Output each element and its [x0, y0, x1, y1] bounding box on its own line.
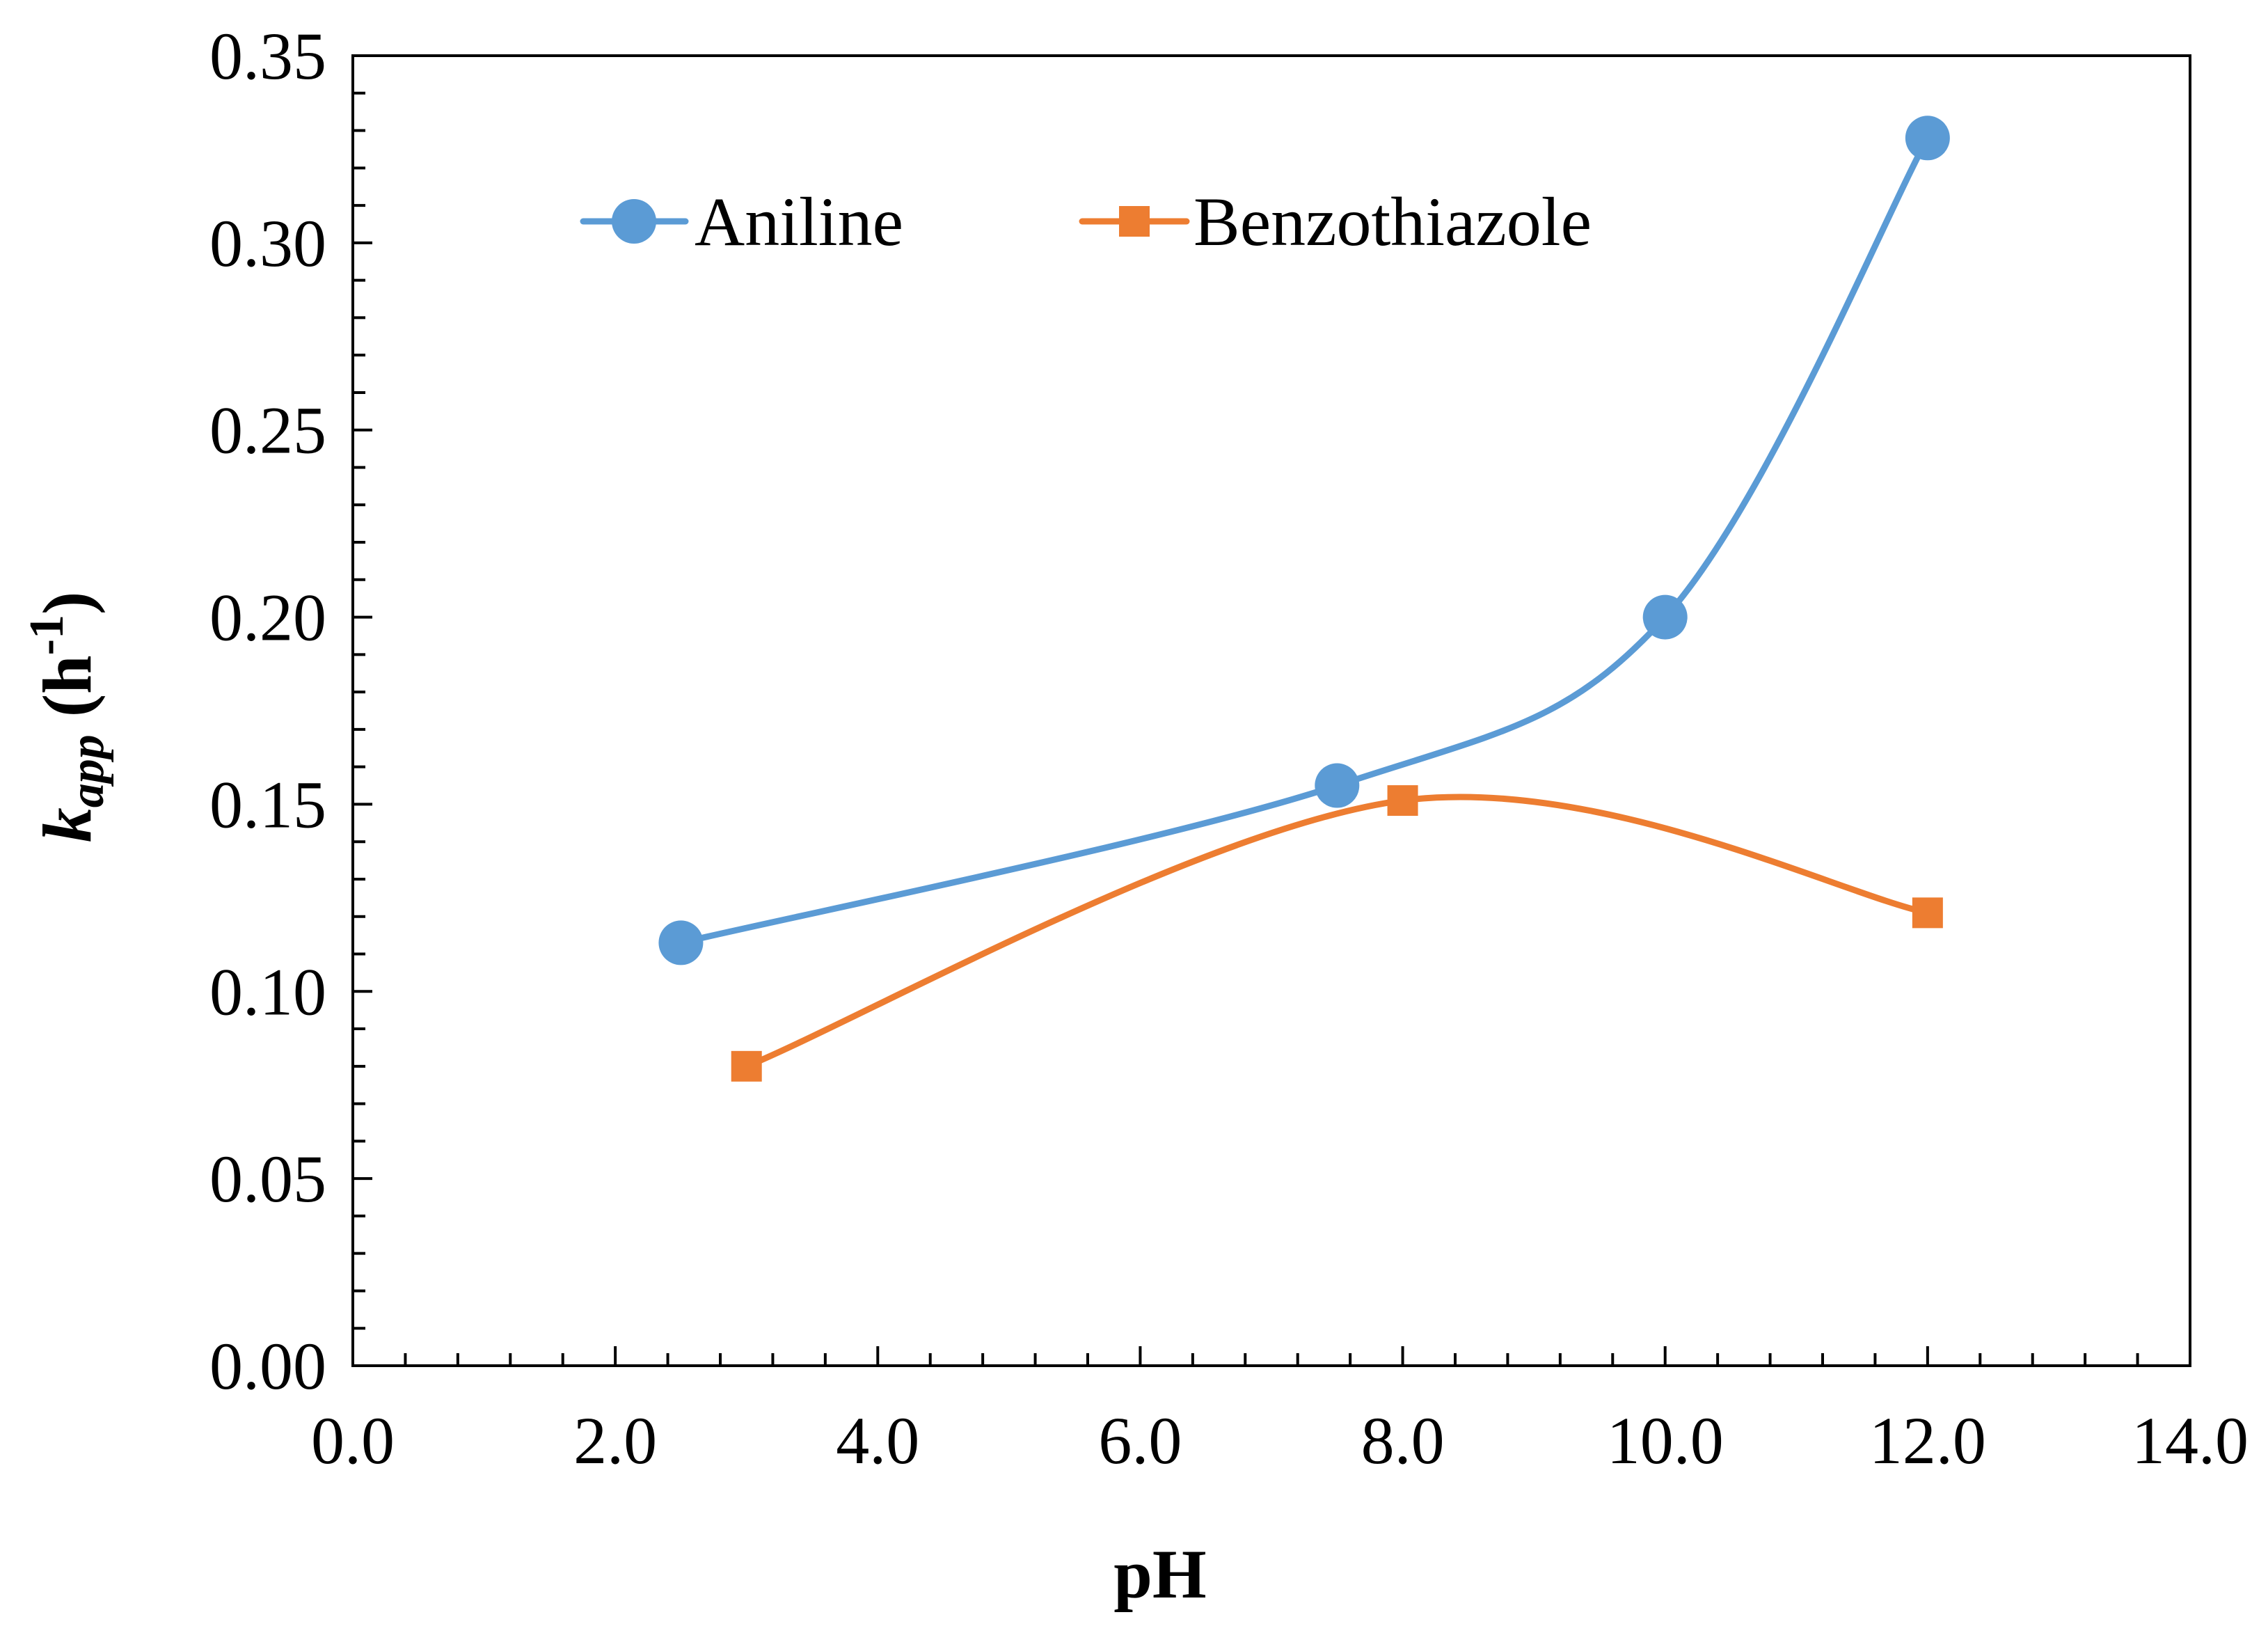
data-point-aniline: [1315, 763, 1360, 808]
y-tick-label: 0.25: [209, 393, 326, 468]
y-tick-label: 0.30: [209, 206, 326, 281]
y-tick-label: 0.20: [209, 581, 326, 655]
y-tick-label: 0.35: [209, 19, 326, 93]
series-line-benzothiazole: [743, 794, 1931, 1070]
data-point-aniline: [658, 920, 704, 965]
y-tick-label: 0.15: [209, 767, 326, 842]
legend-label-aniline: Aniline: [695, 183, 903, 260]
data-point-benzothiazole: [731, 1050, 762, 1082]
y-tick-labels: 0.00 0.05 0.10 0.15 0.20 0.25 0.30 0.35: [209, 19, 326, 1403]
x-tick-label: 8.0: [1361, 1403, 1445, 1478]
tick-layer: [351, 54, 2191, 1367]
legend: Aniline Benzothiazole: [580, 183, 1592, 260]
x-tick-label: 12.0: [1869, 1403, 1986, 1478]
x-tick-label: 0.0: [311, 1403, 395, 1478]
y-tick-label: 0.10: [209, 954, 326, 1029]
legend-label-benzothiazole: Benzothiazole: [1194, 183, 1592, 260]
y-axis-title-subscript: app: [61, 734, 114, 807]
series-line-aniline: [677, 134, 1931, 946]
legend-item-benzothiazole: Benzothiazole: [1079, 183, 1592, 260]
x-tick-label: 4.0: [836, 1403, 919, 1478]
x-axis-title: pH: [1113, 1536, 1206, 1613]
plot-frame: [351, 54, 2191, 1367]
y-axis-title-unit-open: (h: [29, 655, 106, 734]
x-tick-label: 2.0: [573, 1403, 657, 1478]
data-point-benzothiazole: [1387, 785, 1418, 816]
data-point-aniline: [1905, 116, 1950, 161]
series-layer: [658, 116, 1950, 1082]
y-axis-title-unit-sup: -1: [20, 615, 74, 655]
data-point-aniline: [1642, 594, 1688, 640]
y-axis-title-unit-close: ): [29, 592, 106, 615]
y-axis-title: kapp (h-1): [20, 592, 114, 843]
y-tick-label: 0.05: [209, 1142, 326, 1216]
x-tick-label: 6.0: [1098, 1403, 1182, 1478]
y-tick-label: 0.00: [209, 1329, 326, 1403]
legend-marker-aniline: [612, 199, 656, 244]
x-tick-label: 14.0: [2132, 1403, 2249, 1478]
y-axis-title-main: k: [29, 807, 106, 842]
legend-item-aniline: Aniline: [580, 183, 903, 260]
x-tick-label: 10.0: [1607, 1403, 1724, 1478]
x-tick-labels: 0.0 2.0 4.0 6.0 8.0 10.0 12.0 14.0: [311, 1403, 2249, 1478]
legend-marker-benzothiazole: [1119, 206, 1150, 237]
data-point-benzothiazole: [1912, 897, 1943, 929]
